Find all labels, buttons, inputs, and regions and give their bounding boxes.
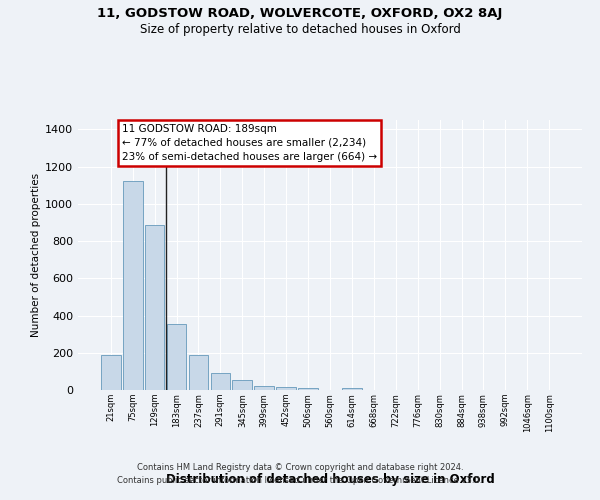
Text: 11, GODSTOW ROAD, WOLVERCOTE, OXFORD, OX2 8AJ: 11, GODSTOW ROAD, WOLVERCOTE, OXFORD, OX… (97, 8, 503, 20)
Bar (188, 354, 208, 390)
Bar (167, 324, 187, 390)
Text: Contains HM Land Registry data © Crown copyright and database right 2024.: Contains HM Land Registry data © Crown c… (137, 462, 463, 471)
Bar (342, 388, 362, 390)
Bar (232, 380, 252, 390)
Bar (145, 225, 164, 390)
Bar (276, 386, 296, 390)
Bar (123, 182, 143, 390)
X-axis label: Distribution of detached houses by size in Oxford: Distribution of detached houses by size … (166, 474, 494, 486)
Bar (298, 388, 318, 390)
Text: Size of property relative to detached houses in Oxford: Size of property relative to detached ho… (140, 22, 460, 36)
Text: Contains public sector information licensed under the Open Government Licence v3: Contains public sector information licen… (118, 476, 482, 485)
Bar (101, 354, 121, 390)
Bar (211, 373, 230, 390)
Bar (254, 386, 274, 390)
Text: 11 GODSTOW ROAD: 189sqm
← 77% of detached houses are smaller (2,234)
23% of semi: 11 GODSTOW ROAD: 189sqm ← 77% of detache… (122, 124, 377, 162)
Y-axis label: Number of detached properties: Number of detached properties (31, 173, 41, 337)
